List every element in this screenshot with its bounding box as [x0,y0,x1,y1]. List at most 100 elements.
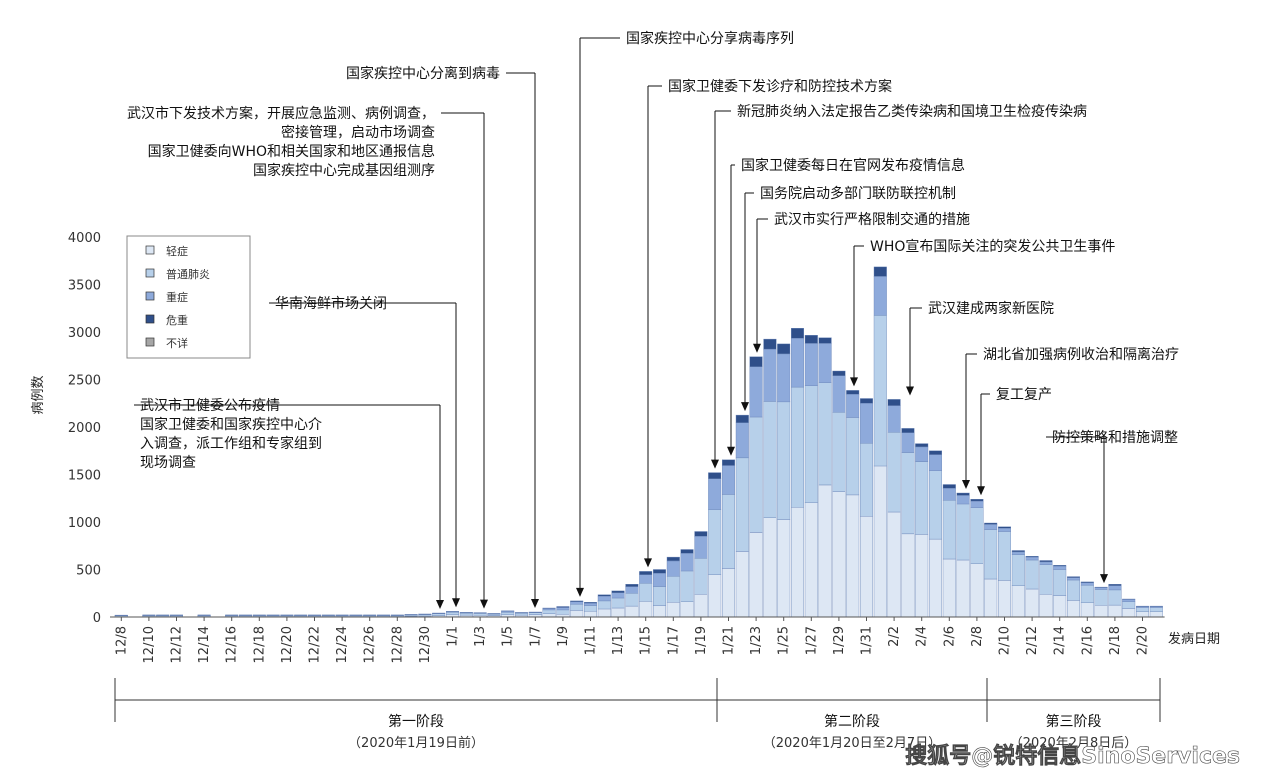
x-tick-12-10: 12/10 [142,626,157,663]
bar-1-25-s3 [777,343,791,355]
stage-range-0: （2020年1月19日前） [348,735,484,751]
bar-2-5-s0 [929,538,943,618]
bar-2-1-s1 [873,315,887,467]
x-tick-12-8: 12/8 [114,626,129,655]
annotation-text-12-31-1: 国家卫健委和国家疾控中心介 [140,416,322,433]
annotation-text-1-10-0: 国家疾控中心分享病毒序列 [626,30,794,47]
x-tick-12-26: 12/26 [363,626,378,663]
bar-2-16-s2 [1080,582,1094,586]
annotation-text-2-2-0: 武汉建成两家新医院 [928,300,1054,317]
bar-1-21-s2 [722,465,736,495]
bar-1-27-s1 [804,385,818,503]
bar-2-18-s0 [1108,604,1122,618]
bar-2-6-s1 [942,499,956,560]
bar-1-14-s1 [625,593,639,607]
bar-1-22-s3 [735,414,749,423]
bar-2-14-s0 [1053,595,1067,618]
annotation-text-1-3-2: 国家卫健委向WHO和相关国家和地区通报信息 [148,143,435,160]
annotation-arrow-2-7 [962,480,970,490]
bar-1-22-s0 [735,551,749,618]
bar-1-24-s0 [763,517,777,618]
bar-1-10-s2 [570,601,584,605]
bar-1-24-s1 [763,401,777,518]
x-tick-2-18: 2/18 [1108,626,1123,655]
bar-2-5-s3 [929,450,943,455]
bar-2-18-s2 [1108,585,1122,591]
bar-2-16-s3 [1080,581,1094,584]
bar-2-13-s0 [1039,594,1053,618]
bar-2-3-s0 [901,533,915,618]
bar-1-16-s2 [653,573,667,587]
bar-2-15-s2 [1066,577,1080,581]
bar-2-4-s2 [915,446,929,462]
annotation-text-2-17-0: 防控策略和措施调整 [1052,429,1178,446]
bar-1-6-s3 [515,612,529,614]
bar-1-20-s0 [708,574,722,618]
bar-1-4-s3 [487,613,501,615]
annotation-text-1-21-0: 国家卫健委每日在官网发布疫情信息 [741,157,965,174]
legend-swatch-2 [145,291,155,301]
annotation-text-12-31-2: 入调查，派工作组和专家组到 [140,435,322,452]
annotation-text-1-3-3: 国家疾控中心完成基因组测序 [253,162,435,179]
bar-1-19-s1 [694,557,708,595]
annotation-text-1-30-0: WHO宣布国际关注的突发公共卫生事件 [870,239,1115,255]
bar-1-19-s3 [694,531,708,537]
bar-1-27-s2 [804,343,818,386]
bar-1-26-s1 [791,386,805,508]
bar-1-13-s3 [611,590,625,594]
bar-1-29-s1 [832,412,846,492]
bar-1-1-s1 [446,612,460,615]
bar-1-9-s3 [556,606,570,608]
bar-2-19-s0 [1122,608,1136,618]
bar-2-8-s3 [970,499,984,502]
bar-2-17-s1 [1094,589,1108,606]
bar-2-9-s2 [984,524,998,530]
x-tick-12-22: 12/22 [308,626,323,663]
x-tick-1-1: 1/1 [446,626,461,647]
bar-2-9-s1 [984,529,998,580]
stage-title-0: 第一阶段 [388,713,444,730]
x-tick-2-2: 2/2 [887,626,902,647]
x-tick-2-4: 2/4 [915,626,930,647]
x-tick-12-18: 12/18 [252,626,267,663]
bar-1-31-s2 [860,403,874,444]
bar-1-28-s1 [818,382,832,486]
y-axis-label: 病例数 [31,375,46,414]
bar-1-24-s2 [763,348,777,402]
bar-1-15-s1 [639,583,653,602]
annotation-text-1-20-0: 新冠肺炎纳入法定报告乙类传染病和国境卫生检疫传染病 [737,104,1087,120]
x-tick-1-13: 1/13 [611,626,626,655]
bar-2-14-s3 [1053,565,1067,567]
bar-1-28-s0 [818,484,832,618]
bar-2-2-s3 [887,399,901,406]
stage-range-1: （2020年1月20日至2月7日） [763,736,941,751]
x-tick-1-17: 1/17 [666,626,681,655]
y-tick-1000: 1000 [68,516,101,531]
legend-label-2: 重症 [166,290,188,304]
x-tick-1-31: 1/31 [860,626,875,655]
x-tick-2-14: 2/14 [1053,626,1068,655]
bar-2-6-s3 [942,484,956,489]
bar-1-16-s3 [653,569,667,574]
bar-2-2-s0 [887,511,901,618]
bar-1-20-s3 [708,472,722,480]
bar-2-5-s2 [929,454,943,471]
y-tick-0: 0 [93,611,101,626]
bar-1-23-s2 [749,366,763,418]
x-tick-12-12: 12/12 [170,626,185,663]
bar-1-3-s3 [473,612,487,614]
bar-2-12-s0 [1025,588,1039,618]
legend-swatch-0 [145,245,155,255]
annotation-2-8: 复工复产 [977,386,1052,496]
x-tick-1-21: 1/21 [722,626,737,655]
x-tick-1-3: 1/3 [473,626,488,647]
bar-2-20-s0 [1135,611,1149,618]
bar-2-3-s2 [901,432,915,453]
bar-12-25-s3 [349,614,363,616]
bar-1-25-s0 [777,519,791,618]
annotation-text-2-8-0: 复工复产 [996,386,1052,403]
x-tick-1-19: 1/19 [694,626,709,655]
x-tick-12-16: 12/16 [225,626,240,663]
